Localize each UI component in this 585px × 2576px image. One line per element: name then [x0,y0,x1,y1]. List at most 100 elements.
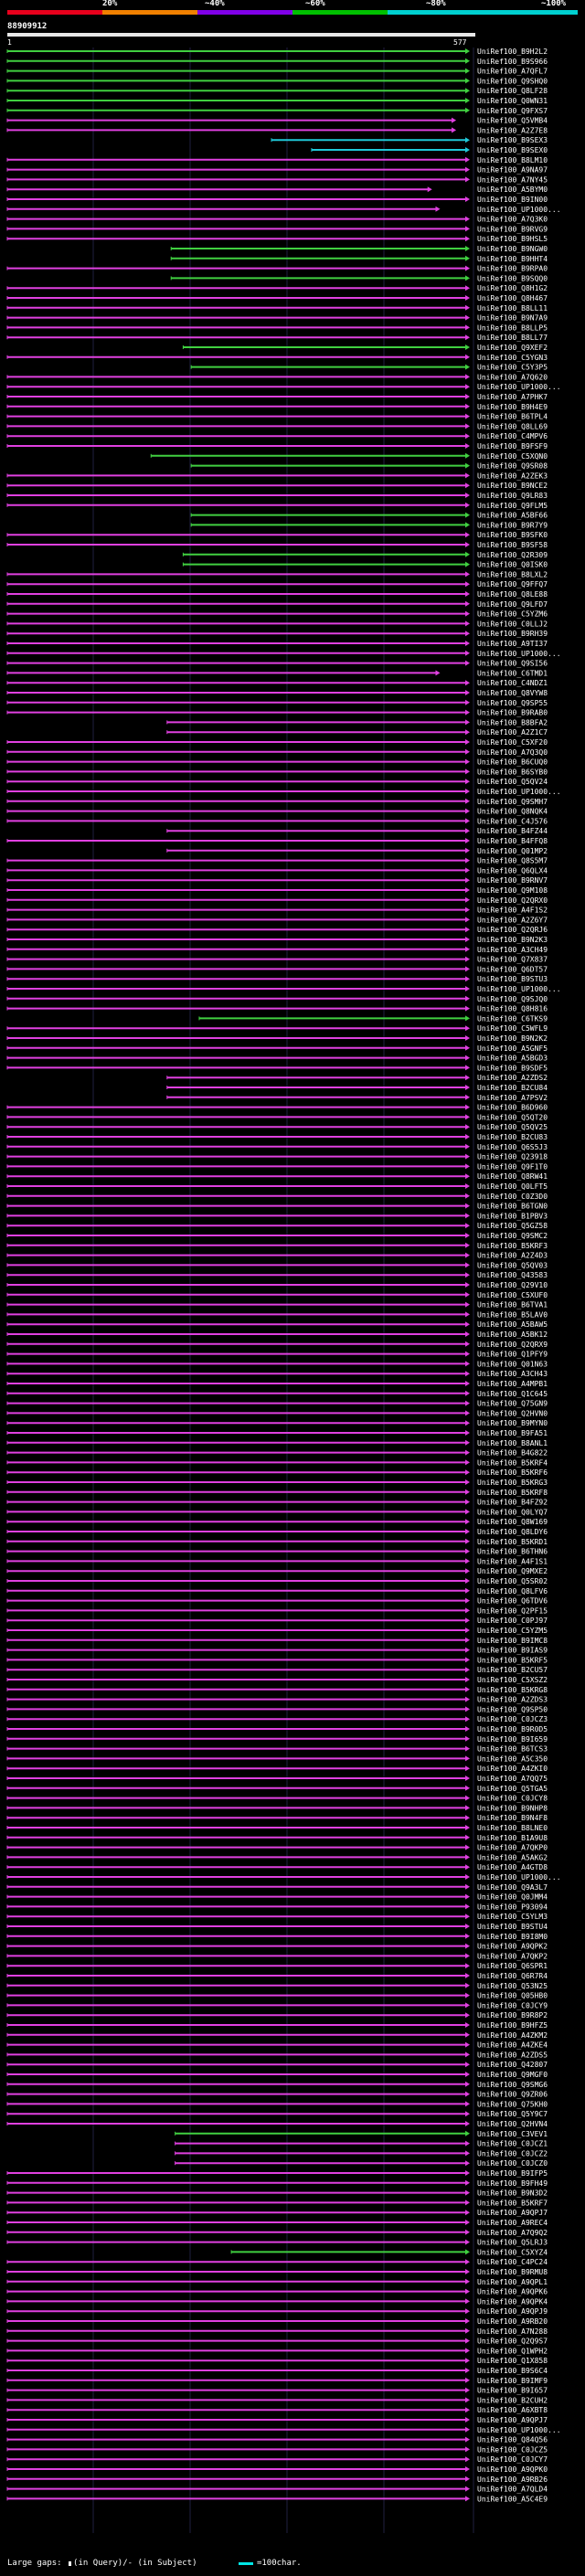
hit-label[interactable]: UniRef100_Q0WN31 [477,97,548,105]
hit-label[interactable]: UniRef100_Q1X858 [477,2357,548,2365]
hit-label[interactable]: UniRef100_B6TVA1 [477,1301,548,1309]
hit-label[interactable]: UniRef100_A5BK12 [477,1330,548,1339]
hit-label[interactable]: UniRef100_B5KRF6 [477,1468,548,1477]
hit-label[interactable]: UniRef100_Q8LDY6 [477,1528,548,1536]
hit-label[interactable]: UniRef100_B9SF58 [477,541,548,549]
hit-label[interactable]: UniRef100_Q6TDV6 [477,1597,548,1606]
hit-label[interactable]: UniRef100_Q23918 [477,1153,548,1161]
hit-label[interactable]: UniRef100_C5YZM6 [477,610,548,619]
hit-label[interactable]: UniRef100_A7QKP0 [477,1844,548,1852]
hit-label[interactable]: UniRef100_A7Q9Q2 [477,2229,548,2237]
hit-label[interactable]: UniRef100_C4MPV6 [477,432,548,440]
hit-label[interactable]: UniRef100_Q9SP50 [477,1705,548,1713]
hit-label[interactable]: UniRef100_C4PC24 [477,2258,548,2266]
hit-label[interactable]: UniRef100_Q9SMH7 [477,798,548,806]
hit-label[interactable]: UniRef100_C5XF20 [477,738,548,747]
hit-label[interactable]: UniRef100_A5AKG2 [477,1853,548,1861]
hit-label[interactable]: UniRef100_Q8H467 [477,294,548,302]
hit-label[interactable]: UniRef100_B9IN00 [477,196,548,204]
hit-label[interactable]: UniRef100_Q2HVN4 [477,2120,548,2128]
hit-label[interactable]: UniRef100_A2Z6Y7 [477,916,548,924]
hit-label[interactable]: UniRef100_B6SYB0 [477,768,548,776]
hit-label[interactable]: UniRef100_Q9ZR06 [477,2091,548,2099]
hit-label[interactable]: UniRef100_A7PSV2 [477,1094,548,1102]
hit-label[interactable]: UniRef100_B9IFP5 [477,2169,548,2178]
hit-label[interactable]: UniRef100_A4F1S1 [477,1557,548,1565]
hit-label[interactable]: UniRef100_Q9M108 [477,886,548,895]
hit-label[interactable]: UniRef100_Q8LL69 [477,422,548,430]
hit-label[interactable]: UniRef100_B6TPL4 [477,413,548,421]
hit-label[interactable]: UniRef100_Q9SP55 [477,699,548,707]
hit-label[interactable]: UniRef100_B9NGW0 [477,245,548,253]
hit-label[interactable]: UniRef100_Q75KH0 [477,2100,548,2108]
hit-label[interactable]: UniRef100_B6D960 [477,1104,548,1112]
hit-label[interactable]: UniRef100_B8LL11 [477,304,548,313]
hit-label[interactable]: UniRef100_A7QFL7 [477,68,548,76]
hit-label[interactable]: UniRef100_B9HHT4 [477,255,548,263]
hit-label[interactable]: UniRef100_A9RB20 [477,2317,548,2326]
hit-label[interactable]: UniRef100_Q9F1T0 [477,1162,548,1171]
hit-label[interactable]: UniRef100_C0PJ97 [477,1617,548,1625]
hit-label[interactable]: UniRef100_Q2HVN0 [477,1409,548,1417]
hit-label[interactable]: UniRef100_Q2PF15 [477,1606,548,1615]
hit-label[interactable]: UniRef100_B9RAB0 [477,709,548,717]
hit-label[interactable]: UniRef100_B5KRF8 [477,1489,548,1497]
hit-label[interactable]: UniRef100_B8LM10 [477,156,548,164]
hit-label[interactable]: UniRef100_B6THN6 [477,1548,548,1556]
hit-label[interactable]: UniRef100_B8LXL2 [477,570,548,578]
hit-label[interactable]: UniRef100_A4F1S2 [477,906,548,915]
hit-label[interactable]: UniRef100_C3VEV1 [477,2130,548,2138]
hit-label[interactable]: UniRef100_Q5QV25 [477,1123,548,1131]
hit-label[interactable]: UniRef100_A2ZEK3 [477,472,548,480]
hit-label[interactable]: UniRef100_B9RH39 [477,630,548,638]
hit-label[interactable]: UniRef100_P93094 [477,1903,548,1911]
hit-label[interactable]: UniRef100_A7Q3K0 [477,216,548,224]
hit-label[interactable]: UniRef100_A9RB26 [477,2475,548,2484]
hit-label[interactable]: UniRef100_C5XYZ4 [477,2248,548,2256]
hit-label[interactable]: UniRef100_Q53N25 [477,1982,548,1990]
hit-label[interactable]: UniRef100_B8ANL1 [477,1439,548,1447]
hit-label[interactable]: UniRef100_Q5QV24 [477,778,548,786]
hit-label[interactable]: UniRef100_Q9SI56 [477,660,548,668]
hit-label[interactable]: UniRef100_Q9MXE2 [477,1567,548,1575]
hit-label[interactable]: UniRef100_B6TCS3 [477,1745,548,1754]
hit-label[interactable]: UniRef100_Q9MGF0 [477,2071,548,2079]
hit-label[interactable]: UniRef100_B9SFK0 [477,531,548,539]
hit-label[interactable]: UniRef100_Q2QRX9 [477,1341,548,1349]
hit-label[interactable]: UniRef100_Q01N63 [477,1360,548,1368]
hit-label[interactable]: UniRef100_A9QPJ7 [477,2416,548,2424]
hit-label[interactable]: UniRef100_B9RMU8 [477,2268,548,2276]
hit-label[interactable]: UniRef100_B8BFA2 [477,718,548,726]
hit-label[interactable]: UniRef100_A2ZDS3 [477,1696,548,1704]
hit-label[interactable]: UniRef100_Q8W169 [477,1518,548,1526]
hit-label[interactable]: UniRef100_UP1000... [477,206,561,214]
hit-label[interactable]: UniRef100_Q8LF28 [477,87,548,95]
hit-label[interactable]: UniRef100_Q1WPH2 [477,2347,548,2355]
hit-label[interactable]: UniRef100_Q01MP2 [477,847,548,855]
hit-label[interactable]: UniRef100_Q0ISK0 [477,561,548,569]
hit-label[interactable]: UniRef100_Q5QT20 [477,1113,548,1121]
hit-label[interactable]: UniRef100_B9FA51 [477,1429,548,1437]
hit-label[interactable]: UniRef100_A9NA97 [477,166,548,175]
hit-label[interactable]: UniRef100_C0JCZ1 [477,2140,548,2148]
hit-label[interactable]: UniRef100_Q5GZ58 [477,1222,548,1230]
hit-label[interactable]: UniRef100_Q2QRJ6 [477,926,548,934]
hit-label[interactable]: UniRef100_B5KRF4 [477,1458,548,1467]
hit-label[interactable]: UniRef100_A4ZKE4 [477,2041,548,2050]
hit-label[interactable]: UniRef100_A2Z4D3 [477,1252,548,1260]
hit-label[interactable]: UniRef100_B9STU4 [477,1923,548,1931]
hit-label[interactable]: UniRef100_UP1000... [477,2426,561,2434]
hit-label[interactable]: UniRef100_B9N7A9 [477,314,548,323]
hit-label[interactable]: UniRef100_A3CH49 [477,946,548,954]
hit-label[interactable]: UniRef100_B2CUH2 [477,2396,548,2404]
hit-label[interactable]: UniRef100_B4FZ44 [477,827,548,835]
hit-label[interactable]: UniRef100_B9FH49 [477,2179,548,2188]
hit-label[interactable]: UniRef100_B8LNE0 [477,1824,548,1832]
hit-label[interactable]: UniRef100_UP1000... [477,788,561,796]
hit-label[interactable]: UniRef100_Q9XEF2 [477,344,548,352]
hit-label[interactable]: UniRef100_B9STU3 [477,975,548,983]
hit-label[interactable]: UniRef100_Q6QLX4 [477,866,548,875]
hit-label[interactable]: UniRef100_Q05HB0 [477,1992,548,2000]
hit-label[interactable]: UniRef100_A9QPL1 [477,2278,548,2286]
hit-label[interactable]: UniRef100_B8LL77 [477,334,548,342]
